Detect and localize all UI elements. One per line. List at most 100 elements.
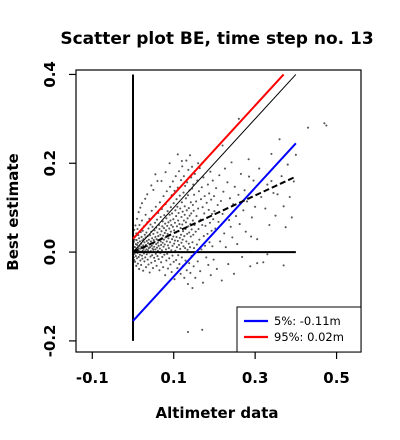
scatter-point (155, 264, 158, 267)
scatter-point (177, 254, 180, 257)
scatter-point (157, 244, 160, 247)
scatter-point (184, 197, 187, 200)
scatter-point (174, 209, 177, 212)
scatter-point (195, 200, 198, 203)
scatter-point (286, 163, 289, 166)
scatter-point (141, 257, 144, 260)
scatter-point (173, 229, 176, 232)
scatter-point (150, 261, 153, 264)
series-lines (132, 73, 297, 322)
scatter-point (284, 226, 287, 229)
scatter-point (323, 122, 326, 125)
scatter-point (201, 328, 204, 331)
scatter-point (168, 162, 171, 165)
scatter-point (171, 254, 174, 257)
scatter-point (282, 205, 285, 208)
scatter-point (183, 213, 186, 216)
scatter-point (151, 254, 154, 257)
scatter-point (195, 243, 198, 246)
scatter-points (131, 117, 328, 338)
scatter-point (186, 217, 189, 220)
scatter-point (290, 216, 293, 219)
scatter-point (188, 246, 192, 249)
scatter-point (167, 247, 170, 250)
scatter-point (163, 214, 166, 217)
scatter-point (184, 184, 187, 187)
scatter-point (156, 255, 159, 258)
scatter-point (154, 235, 157, 239)
scatter-point (161, 241, 164, 244)
scatter-point (155, 238, 158, 241)
scatter-point (151, 225, 154, 228)
scatter-point (204, 244, 207, 247)
scatter-point (185, 269, 188, 272)
scatter-point (174, 175, 177, 178)
scatter-point (190, 212, 193, 215)
scatter-point (236, 243, 239, 246)
scatter-point (152, 248, 155, 251)
scatter-point (182, 175, 185, 178)
scatter-point (158, 247, 161, 250)
scatter-point (154, 252, 157, 255)
scatter-point (211, 245, 214, 248)
scatter-point (172, 202, 175, 205)
scatter-point (164, 248, 168, 251)
scatter-point (169, 241, 172, 244)
scatter-point (218, 174, 221, 177)
scatter-point (199, 270, 202, 273)
scatter-point (201, 223, 204, 227)
scatter-point (249, 265, 252, 268)
scatter-point (205, 256, 208, 259)
scatter-point (168, 227, 171, 230)
scatter-point (191, 203, 194, 207)
scatter-point (155, 246, 159, 249)
scatter-point (188, 154, 192, 157)
scatter-point (184, 221, 187, 224)
scatter-point (194, 230, 197, 233)
scatter-point (173, 221, 176, 224)
scatter-point (158, 269, 161, 272)
scatter-point (186, 248, 189, 251)
scatter-point (178, 223, 181, 226)
legend: 5%: -0.11m 95%: 0.02m (236, 306, 362, 353)
scatter-point (190, 228, 193, 231)
scatter-point (193, 193, 196, 196)
scatter-point (171, 225, 174, 228)
scatter-point (201, 281, 205, 284)
scatter-point (153, 259, 157, 263)
scatter-point (210, 198, 213, 201)
scatter-point (135, 239, 138, 242)
scatter-point (134, 224, 137, 227)
scatter-point (292, 180, 295, 183)
scatter-point (146, 258, 149, 261)
scatter-point (153, 245, 156, 248)
scatter-point (167, 221, 170, 224)
scatter-point (196, 260, 199, 263)
y-tick-label: -0.2 (41, 324, 59, 357)
scatter-point (135, 264, 138, 267)
scatter-point (194, 276, 197, 279)
scatter-point (223, 167, 227, 170)
scatter-point (169, 219, 172, 222)
scatter-point (178, 263, 181, 266)
scatter-point (133, 238, 136, 241)
scatter-point (159, 215, 162, 219)
scatter-point (210, 212, 214, 215)
scatter-point (189, 201, 192, 204)
scatter-point (152, 188, 155, 191)
scatter-point (162, 266, 165, 269)
scatter-point (172, 260, 175, 263)
scatter-point (185, 240, 188, 243)
scatter-point (151, 237, 154, 240)
scatter-point (200, 186, 203, 189)
scatter-point (138, 223, 141, 227)
scatter-point (247, 175, 251, 178)
y-tick-label: 0.2 (41, 150, 59, 177)
scatter-point (185, 209, 188, 212)
scatter-point (209, 170, 212, 173)
scatter-point (228, 219, 231, 222)
scatter-point (140, 263, 143, 267)
scatter-point (139, 206, 142, 209)
scatter-point (149, 223, 152, 226)
scatter-point (278, 138, 281, 141)
